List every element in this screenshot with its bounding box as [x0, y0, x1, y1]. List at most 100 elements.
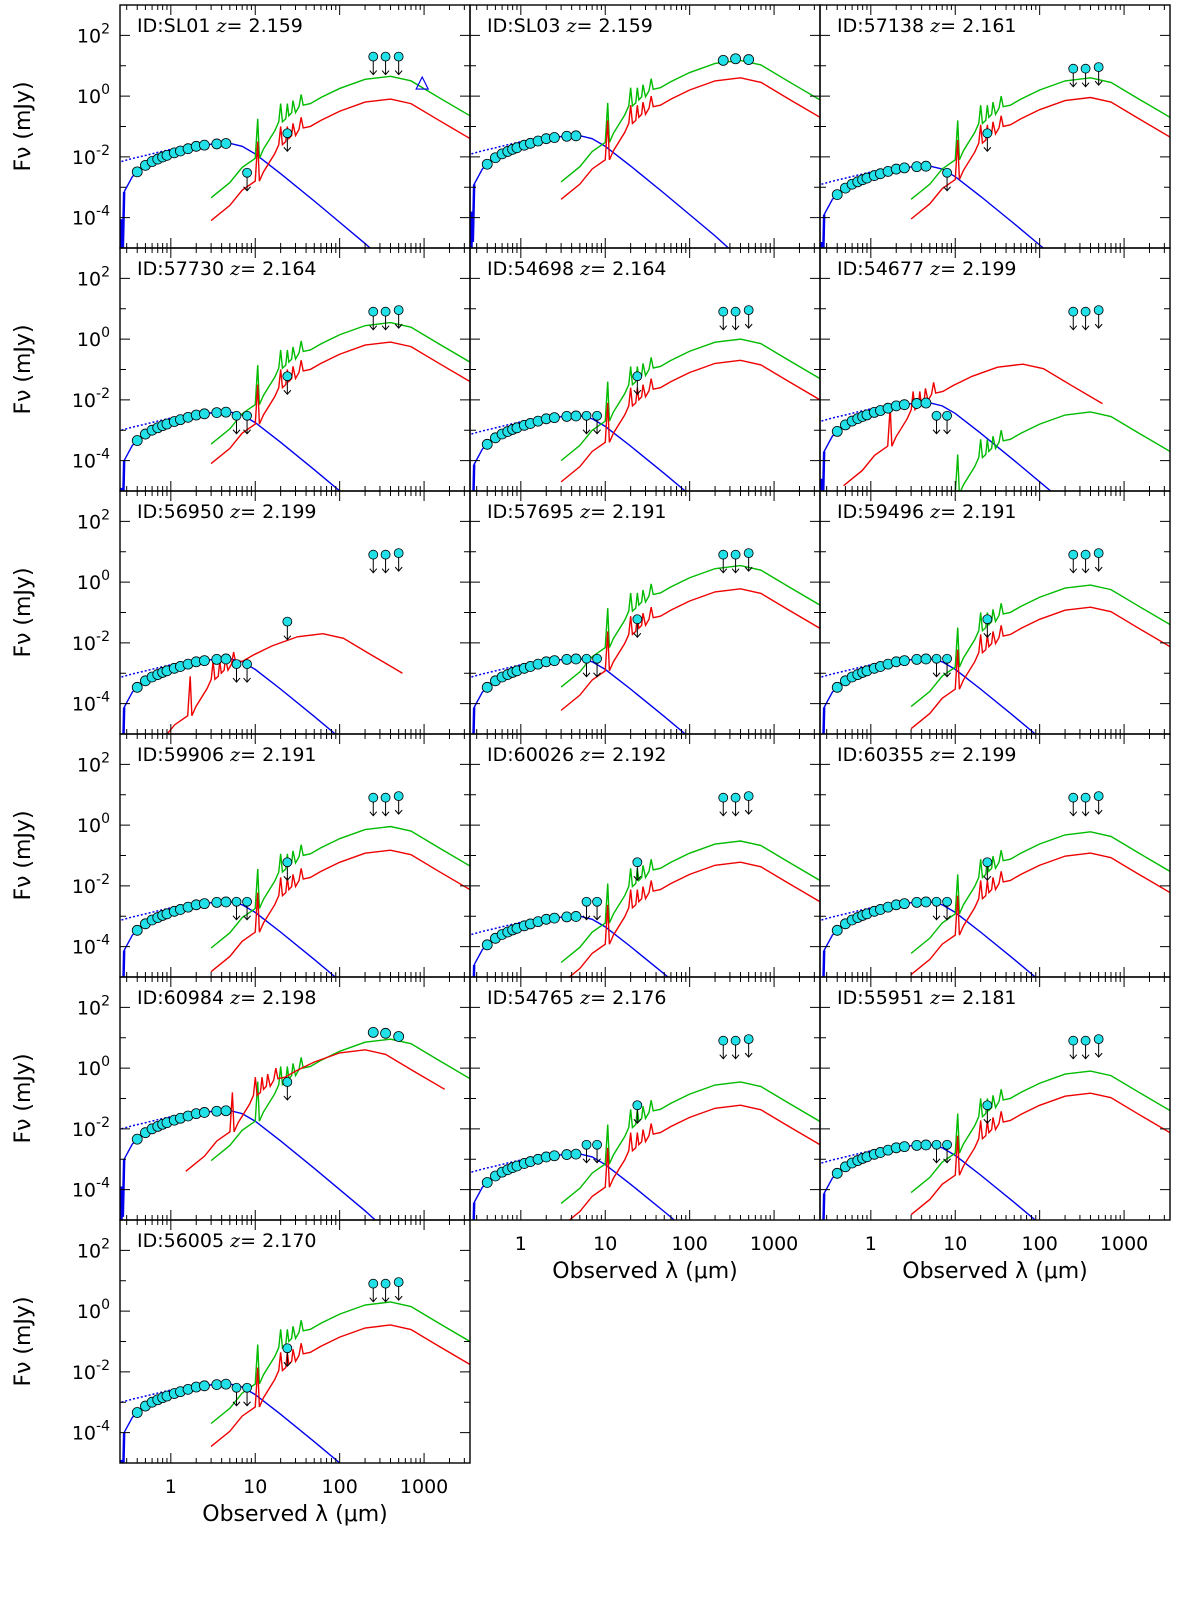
x-tick-label: 10: [243, 1476, 267, 1498]
photometry-point: [549, 412, 560, 424]
sed-panel: ID:54677 z= 2.199: [819, 247, 1171, 492]
upper-limit-point: [592, 653, 602, 664]
x-tick-label: 1000: [1100, 1233, 1148, 1255]
plot-area: [821, 548, 1170, 734]
upper-limit-arrowhead: [1069, 325, 1078, 331]
green-dust-model-line: [910, 584, 1170, 708]
plot-area: [821, 791, 1170, 977]
plot-area: [471, 305, 820, 491]
upper-limit-arrowhead: [283, 1361, 292, 1367]
panel-id-label: ID:SL03 z= 2.159: [487, 15, 653, 37]
photometry-point: [911, 398, 923, 409]
upper-limit-point: [632, 371, 643, 382]
upper-limit-arrowhead: [1081, 82, 1090, 88]
upper-limit-arrowhead: [983, 1118, 992, 1124]
sed-panel: ID:57695 z= 2.191: [469, 490, 821, 735]
photometry-point: [570, 1148, 582, 1160]
upper-limit-point: [242, 896, 252, 907]
upper-limit-arrowhead: [943, 429, 951, 435]
upper-limit-arrowhead: [943, 672, 951, 678]
y-tick-label: 100: [77, 325, 110, 351]
stellar-uv-tail: [470, 184, 476, 248]
red-dust-model-line: [910, 852, 1170, 976]
upper-limit-point: [393, 791, 404, 802]
upper-limit-arrowhead: [243, 677, 251, 683]
upper-limit-point: [282, 1077, 293, 1087]
photometry-point: [561, 653, 573, 665]
upper-limit-arrowhead: [283, 146, 292, 152]
panel-id-label: ID:57695 z= 2.191: [487, 501, 667, 523]
x-tick-label: 1000: [400, 1476, 448, 1498]
panel-id-label: ID:57138 z= 2.161: [837, 15, 1017, 37]
green-dust-model-line: [910, 77, 1170, 200]
sed-panel: ID:60026 z= 2.192: [469, 733, 821, 978]
stellar-model-line: [123, 1109, 377, 1220]
upper-limit-point: [931, 896, 942, 907]
y-tick-label: 10-2: [72, 872, 110, 898]
x-tick-label: 100: [1022, 1233, 1058, 1255]
y-tick-label: 102: [77, 264, 110, 290]
red-dust-model-line: [910, 96, 1170, 220]
detection-point: [393, 1031, 405, 1042]
photometry-point: [911, 161, 923, 173]
x-tick-label: 1: [515, 1233, 527, 1255]
red-dust-model-line: [560, 359, 820, 483]
green-dust-model-line: [910, 831, 1170, 954]
upper-limit-arrowhead: [381, 70, 390, 76]
photometry-point: [899, 399, 910, 411]
upper-limit-arrowhead: [394, 323, 403, 329]
photometry-point: [199, 1380, 210, 1392]
upper-limit-arrowhead: [719, 1054, 728, 1060]
y-axis-titles: Fν (mJy) Fν (mJy) Fν (mJy) Fν (mJy) Fν (mJy)…: [11, 81, 36, 1386]
upper-limit-point: [242, 1382, 252, 1393]
photometry-point: [899, 655, 910, 667]
panel-frame: [819, 247, 1171, 492]
photometry-point: [561, 1149, 573, 1160]
upper-limit-arrowhead: [983, 875, 992, 881]
upper-limit-point: [242, 659, 252, 670]
upper-limit-point: [942, 410, 952, 421]
y-tick-label: 10-4: [72, 690, 110, 716]
photometry-point: [920, 397, 932, 409]
photometry-point: [131, 681, 143, 693]
upper-limit-arrowhead: [243, 429, 251, 435]
upper-limit-arrowhead: [582, 1158, 591, 1164]
panel-id-label: ID:54677 z= 2.199: [837, 258, 1017, 280]
red-dust-model-line: [560, 588, 820, 711]
photometry-point: [211, 138, 223, 150]
photometry-point: [920, 1139, 932, 1151]
upper-limit-point: [282, 128, 293, 139]
upper-limit-arrowhead: [243, 186, 251, 192]
upper-limit-point: [581, 1139, 592, 1150]
photometry-point: [211, 407, 223, 418]
detection-point: [717, 55, 729, 66]
photometry-point: [481, 438, 493, 450]
red-dust-model-line: [910, 606, 1170, 730]
panel-id-label: ID:60355 z= 2.199: [837, 744, 1017, 766]
photometry-point: [131, 1407, 143, 1418]
green-dust-model-line: [560, 338, 820, 462]
upper-limit-point: [1080, 306, 1091, 317]
upper-limit-arrowhead: [932, 429, 941, 435]
upper-limit-point: [231, 1382, 242, 1393]
plot-area: [470, 53, 820, 248]
plot-area: [820, 305, 1170, 491]
photometry-point: [561, 130, 573, 142]
upper-limit-point: [743, 548, 754, 559]
photometry-point: [220, 653, 232, 665]
upper-limit-point: [380, 1278, 391, 1289]
upper-limit-point: [1080, 63, 1091, 74]
stellar-uv-tail: [472, 964, 476, 977]
stellar-uv-tail: [822, 707, 826, 734]
upper-limit-arrowhead: [232, 677, 241, 683]
upper-limit-arrowhead: [633, 632, 642, 638]
upper-limit-point: [931, 653, 942, 664]
photometry-point: [220, 896, 232, 908]
upper-limit-point: [231, 659, 242, 670]
upper-limit-point: [931, 410, 942, 421]
upper-limit-arrowhead: [394, 1295, 403, 1301]
upper-limit-point: [368, 306, 379, 317]
upper-limit-point: [743, 305, 754, 316]
photometry-point: [481, 939, 493, 951]
